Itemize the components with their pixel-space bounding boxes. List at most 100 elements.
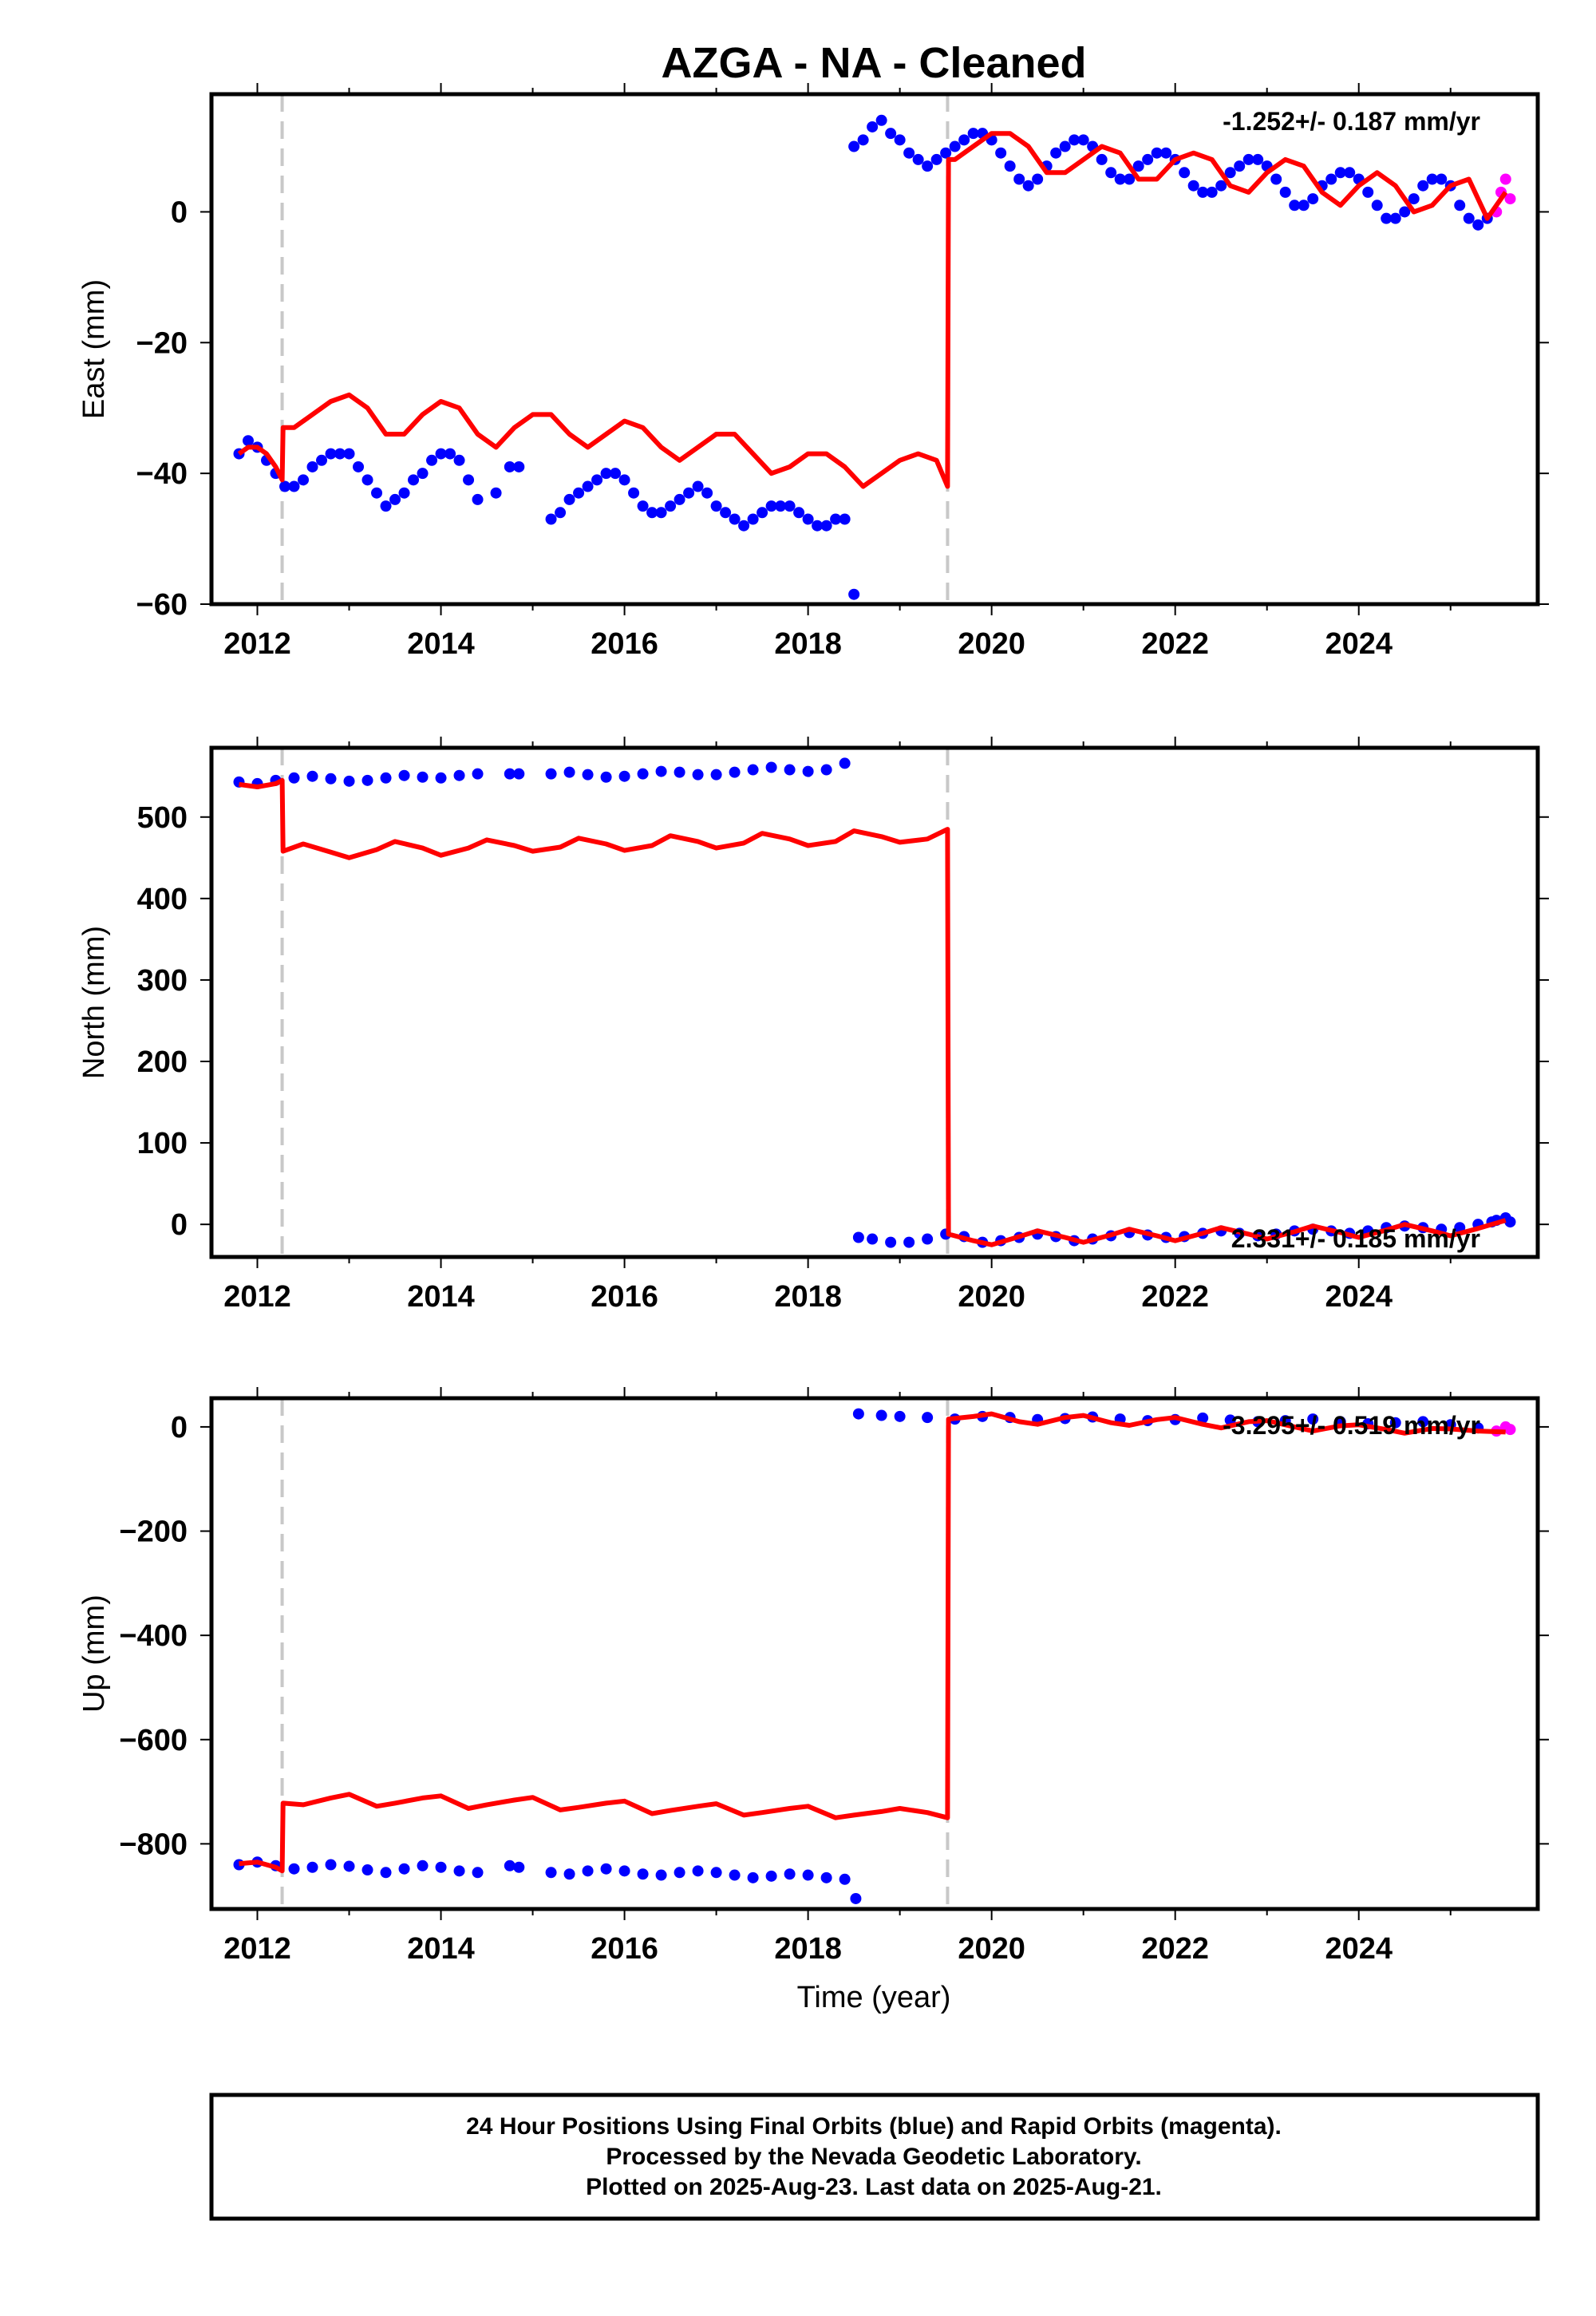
data-point <box>848 588 860 600</box>
data-point <box>875 114 887 126</box>
data-point <box>389 493 401 505</box>
y-tick-label: −20 <box>136 326 188 360</box>
data-point <box>325 448 337 460</box>
data-point <box>325 1859 337 1871</box>
x-tick-label: 2018 <box>774 1280 842 1314</box>
data-point <box>857 134 869 146</box>
y-axis-label: Up (mm) <box>77 1595 111 1713</box>
data-point <box>513 1861 525 1873</box>
x-tick-label: 2024 <box>1325 627 1393 661</box>
data-point <box>655 765 667 777</box>
y-tick-label: −400 <box>119 1619 188 1653</box>
data-point <box>463 474 475 486</box>
rate-label: -3.295+/- 0.519 mm/yr <box>1223 1411 1480 1440</box>
break-lines <box>280 1398 950 1909</box>
data-point <box>1504 193 1516 205</box>
outlier-series <box>850 1892 862 1904</box>
x-tick-label: 2022 <box>1141 1280 1209 1314</box>
y-axis-label: East (mm) <box>77 279 111 419</box>
panel-north: 2012 2014 2016 2018 2020 2022 2024 500 400 300 200… <box>77 737 1549 1314</box>
data-point <box>912 153 924 165</box>
x-ticks <box>200 83 1549 615</box>
data-point <box>1142 153 1154 165</box>
data-point <box>582 480 594 492</box>
data-point <box>573 487 585 499</box>
tick-labels: 2012 2014 2016 2018 2020 2022 2024 0 −200 −400 −60… <box>119 1411 1393 1966</box>
data-point <box>922 1412 934 1424</box>
data-point <box>793 507 805 519</box>
x-tick-label: 2024 <box>1325 1280 1393 1314</box>
data-point <box>361 1864 373 1876</box>
data-point <box>306 770 318 782</box>
data-point <box>665 500 677 512</box>
data-point <box>435 448 447 460</box>
data-point <box>408 474 420 486</box>
data-point <box>1013 173 1025 185</box>
y-tick-label: −60 <box>136 588 188 622</box>
data-point <box>885 128 897 140</box>
data-point <box>875 1409 887 1421</box>
data-point <box>637 768 649 780</box>
data-point <box>949 140 961 152</box>
rate-label: 2.331+/- 0.185 mm/yr <box>1231 1224 1480 1253</box>
data-point <box>1179 167 1191 179</box>
footer-frame <box>209 2093 1540 2221</box>
data-point <box>582 769 594 781</box>
data-point <box>1307 193 1319 205</box>
data-point <box>710 1867 722 1879</box>
x-ticks <box>200 737 1549 1268</box>
data-point <box>563 493 575 505</box>
data-point <box>655 507 667 519</box>
data-point <box>775 500 787 512</box>
data-point <box>1114 173 1126 185</box>
x-tick-label: 2016 <box>591 1932 658 1966</box>
data-point <box>1371 200 1383 211</box>
data-point <box>316 454 328 466</box>
data-point <box>582 1865 594 1877</box>
data-point <box>930 153 942 165</box>
data-point <box>812 520 824 532</box>
data-point <box>894 134 906 146</box>
data-point <box>435 1861 447 1873</box>
data-point <box>600 771 612 783</box>
footer-line-2: Processed by the Nevada Geodetic Laborat… <box>606 2144 1141 2170</box>
data-point <box>472 493 484 505</box>
data-point <box>1408 193 1420 205</box>
data-point <box>1270 173 1282 185</box>
data-point <box>765 761 777 773</box>
data-point <box>1381 212 1393 224</box>
data-point <box>504 768 516 780</box>
data-point <box>453 769 465 781</box>
x-tick-label: 2012 <box>223 627 291 661</box>
data-point <box>784 764 796 776</box>
data-point <box>591 474 603 486</box>
x-tick-label: 2012 <box>223 1932 291 1966</box>
data-point <box>1224 167 1236 179</box>
data-point <box>1298 200 1310 211</box>
data-point <box>1187 180 1199 192</box>
data-point <box>637 500 649 512</box>
data-point <box>1389 212 1401 224</box>
data-point <box>435 772 447 784</box>
data-point <box>325 773 337 785</box>
data-point <box>1050 147 1062 159</box>
x-tick-label: 2020 <box>958 1280 1025 1314</box>
data-point <box>738 520 750 532</box>
data-point <box>628 487 640 499</box>
plot-area <box>233 757 1516 1248</box>
footer-line-1: 24 Hour Positions Using Final Orbits (bl… <box>466 2113 1282 2140</box>
data-point <box>343 1860 355 1872</box>
data-point <box>453 454 465 466</box>
data-point <box>306 1861 318 1873</box>
x-tick-label: 2012 <box>223 1280 291 1314</box>
y-tick-label: −200 <box>119 1516 188 1549</box>
data-point <box>361 474 373 486</box>
data-point <box>903 147 915 159</box>
y-tick-label: 100 <box>137 1127 188 1160</box>
data-point <box>729 1869 741 1881</box>
data-point <box>655 1869 667 1881</box>
data-point <box>894 1410 906 1422</box>
data-point <box>1197 1412 1209 1424</box>
y-tick-label: −600 <box>119 1724 188 1757</box>
data-point <box>765 1870 777 1882</box>
